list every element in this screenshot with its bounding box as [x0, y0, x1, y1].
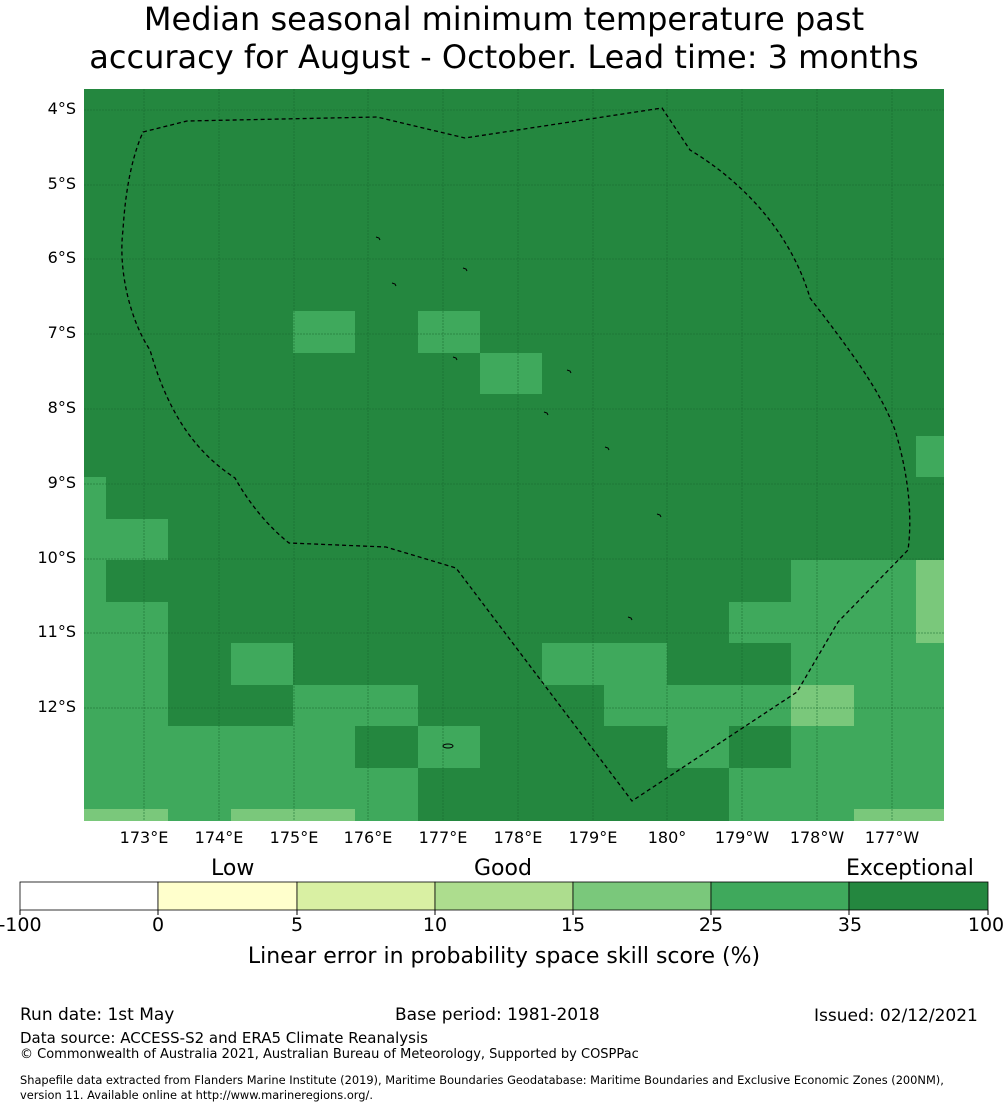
colorbar-segment — [848, 881, 989, 911]
skill-cell — [542, 643, 667, 685]
lon-label: 174°E — [194, 828, 244, 847]
islands — [375, 236, 662, 749]
island-outline — [462, 267, 468, 272]
lon-label: 180° — [647, 828, 687, 847]
run-date: Run date: 1st May — [20, 1005, 175, 1025]
skill-cell — [667, 685, 791, 726]
colorbar-segment — [710, 881, 850, 911]
colorbar-segment — [434, 881, 574, 911]
shapefile-credit-2: version 11. Available online at http://w… — [20, 1088, 373, 1102]
lon-label: 175°E — [269, 828, 319, 847]
skill-cell — [791, 685, 854, 726]
colorbar-tick: -100 — [0, 914, 42, 936]
skill-cell — [604, 685, 667, 726]
island-outline — [566, 369, 572, 374]
copyright: © Commonwealth of Australia 2021, Austra… — [20, 1047, 639, 1062]
lon-label: 178°W — [789, 828, 845, 847]
lat-label: 5°S — [47, 174, 76, 193]
lat-label: 7°S — [47, 323, 76, 342]
skill-cell — [84, 477, 106, 519]
skill-cell — [916, 436, 944, 477]
skill-cell — [418, 726, 480, 768]
island-outline — [452, 356, 458, 361]
skill-cell — [418, 311, 480, 353]
lon-label: 173°E — [119, 828, 169, 847]
skill-cell — [667, 726, 729, 768]
colorbar-segment — [572, 881, 712, 911]
island-outline — [627, 616, 633, 621]
island-outline — [656, 513, 662, 518]
colorbar-segment — [296, 881, 436, 911]
title-line-1: Median seasonal minimum temperature past — [143, 0, 865, 38]
skill-cell — [84, 519, 168, 560]
category-exceptional: Exceptional — [846, 856, 974, 881]
skill-cell — [231, 809, 355, 821]
skill-cell — [854, 809, 944, 821]
colorbar-label: Linear error in probability space skill … — [247, 944, 761, 969]
lon-label: 179°W — [714, 828, 770, 847]
skill-cell — [729, 726, 791, 768]
colorbar-tick: 35 — [837, 914, 863, 936]
colorbar-tick: 15 — [560, 914, 586, 936]
island-outline — [604, 446, 610, 451]
skill-cell — [231, 643, 293, 685]
lat-label: 9°S — [47, 473, 76, 492]
skill-cell — [84, 602, 168, 821]
colorbar-tick: 10 — [422, 914, 448, 936]
skill-cell — [293, 311, 355, 353]
issued-date: Issued: 02/12/2021 — [814, 1006, 978, 1026]
lon-label: 177°W — [864, 828, 920, 847]
lon-label: 179°E — [568, 828, 618, 847]
skill-cell — [667, 768, 729, 809]
lat-label: 8°S — [47, 398, 76, 417]
lat-label: 10°S — [37, 548, 76, 567]
lat-label: 4°S — [47, 99, 76, 118]
lat-label: 11°S — [37, 622, 76, 641]
skill-cell — [355, 768, 418, 821]
category-low: Low — [211, 856, 255, 881]
skill-cell — [542, 768, 604, 821]
island-outline — [543, 411, 549, 416]
island-outline — [391, 282, 397, 287]
eez-boundary — [121, 107, 911, 802]
lat-label: 12°S — [37, 697, 76, 716]
skill-cell — [293, 685, 418, 726]
colorbar-tick: 100 — [967, 914, 1005, 936]
lon-label: 176°E — [343, 828, 393, 847]
skill-grid — [84, 89, 944, 821]
colorbar-tick: 25 — [698, 914, 724, 936]
lon-label: 177°E — [418, 828, 468, 847]
data-source: Data source: ACCESS-S2 and ERA5 Climate … — [20, 1029, 428, 1047]
base-period: Base period: 1981-2018 — [395, 1005, 600, 1025]
shapefile-credit-1: Shapefile data extracted from Flanders M… — [20, 1073, 944, 1087]
colorbar-segment — [19, 881, 159, 911]
skill-cell — [293, 726, 355, 821]
gridlines — [84, 89, 944, 821]
colorbar-segment — [157, 881, 298, 911]
skill-cell — [84, 560, 106, 602]
skill-cell — [418, 768, 542, 821]
lon-label: 178°E — [493, 828, 543, 847]
skill-cell — [729, 768, 791, 821]
colorbar-tick: 0 — [151, 914, 165, 936]
category-good: Good — [474, 856, 532, 881]
colorbar-tick: 5 — [290, 914, 304, 936]
island-outline — [442, 743, 454, 749]
skill-cell — [480, 353, 542, 394]
lat-label: 6°S — [47, 248, 76, 267]
colorbar — [19, 881, 989, 915]
map-title: Median seasonal minimum temperature past… — [0, 0, 1008, 76]
skill-cell — [168, 726, 293, 821]
island-outline — [375, 236, 381, 241]
skill-cell — [84, 809, 168, 821]
skill-cell — [916, 560, 944, 643]
skill-cell — [729, 602, 791, 643]
title-line-2: accuracy for August - October. Lead time… — [89, 38, 919, 76]
skill-cell — [355, 726, 418, 768]
